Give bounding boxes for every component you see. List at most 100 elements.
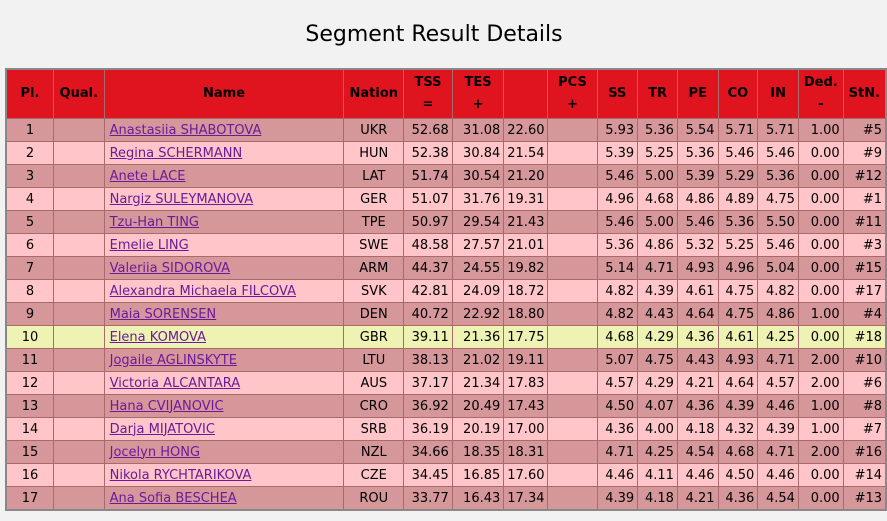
cell: 4 [5, 187, 54, 211]
skater-link[interactable]: Alexandra Michaela FILCOVA [109, 283, 296, 299]
name-cell: Valeriia SIDOROVA [103, 256, 345, 280]
skater-link[interactable]: Jogaile AGLINSKYTE [109, 352, 237, 368]
cell: 31.76 [451, 187, 505, 211]
skater-link[interactable]: Nikola RYCHTARIKOVA [109, 467, 252, 483]
cell: 5.54 [676, 118, 719, 142]
skater-link[interactable]: Jocelyn HONG [109, 444, 201, 460]
cell: #9 [842, 141, 887, 165]
spacer-cell [547, 371, 598, 395]
cell: 15 [5, 440, 54, 464]
cell: 5.46 [757, 233, 799, 257]
column-label: Qual. [59, 86, 99, 101]
cell: 5.36 [717, 210, 759, 234]
cell: 4.36 [717, 486, 759, 511]
cell: 4.75 [637, 348, 678, 372]
cell: 33.77 [403, 486, 453, 511]
cell: 30.84 [451, 141, 505, 165]
skater-link[interactable]: Maia SORENSEN [109, 306, 217, 322]
column-header: IN [757, 68, 799, 119]
cell: 5.36 [676, 141, 719, 165]
cell: 1.00 [797, 417, 844, 441]
cell: 4.96 [596, 187, 639, 211]
cell: 34.45 [403, 463, 453, 487]
cell: 2.00 [797, 440, 844, 464]
cell: 4.61 [717, 325, 759, 349]
qual-cell [52, 302, 105, 326]
skater-link[interactable]: Ana Sofia BESCHEA [109, 490, 237, 506]
cell: 17.34 [503, 486, 549, 511]
result-row: 14 Darja MIJATOVIC SRB 36.19 20.19 17.00 4.36 4… [5, 417, 887, 441]
skater-link[interactable]: Victoria ALCANTARA [109, 375, 241, 391]
name-cell: Regina SCHERMANN [103, 141, 345, 165]
cell: 4.71 [637, 256, 678, 280]
cell: 4.54 [757, 486, 799, 511]
column-label: TES [464, 75, 492, 90]
cell: 0.00 [797, 141, 844, 165]
cell: 4.39 [596, 486, 639, 511]
cell: 18.80 [503, 302, 549, 326]
skater-link[interactable]: Darja MIJATOVIC [109, 421, 215, 437]
result-row: 6 Emelie LING SWE 48.58 27.57 21.01 5.36 4.86 5.… [5, 233, 887, 257]
cell: #1 [842, 187, 887, 211]
cell: 1 [5, 118, 54, 142]
cell: 4.18 [676, 417, 719, 441]
cell: 5.14 [596, 256, 639, 280]
cell: 4.93 [717, 348, 759, 372]
cell: 16 [5, 463, 54, 487]
cell: 17 [5, 486, 54, 511]
cell: 4.46 [596, 463, 639, 487]
skater-link[interactable]: Emelie LING [109, 237, 189, 253]
spacer-cell [547, 302, 598, 326]
cell: 4.68 [637, 187, 678, 211]
cell: 17.43 [503, 394, 549, 418]
cell: 5.93 [596, 118, 639, 142]
cell: 14 [5, 417, 54, 441]
skater-link[interactable]: Valeriia SIDOROVA [109, 260, 231, 276]
cell: 4.39 [637, 279, 678, 303]
skater-link[interactable]: Elena KOMOVA [109, 329, 206, 345]
name-cell: Nargiz SULEYMANOVA [103, 187, 345, 211]
cell: 21.01 [503, 233, 549, 257]
cell: 5.46 [676, 210, 719, 234]
spacer-cell [547, 394, 598, 418]
cell: 4.43 [637, 302, 678, 326]
cell: 5.00 [637, 210, 678, 234]
skater-link[interactable]: Regina SCHERMANN [109, 145, 243, 161]
cell: 4.50 [596, 394, 639, 418]
cell: 24.55 [451, 256, 505, 280]
cell: #11 [842, 210, 887, 234]
skater-link[interactable]: Anastasiia SHABOTOVA [109, 122, 262, 138]
cell: 4.71 [596, 440, 639, 464]
column-sign: + [472, 97, 484, 112]
cell: 4.46 [757, 463, 799, 487]
qual-cell [52, 463, 105, 487]
cell: 5.36 [637, 118, 678, 142]
cell: NZL [343, 440, 405, 464]
cell: 0.00 [797, 187, 844, 211]
cell: #5 [842, 118, 887, 142]
cell: 4.68 [596, 325, 639, 349]
cell: 4.82 [757, 279, 799, 303]
cell: 21.20 [503, 164, 549, 188]
cell: DEN [343, 302, 405, 326]
name-cell: Tzu-Han TING [103, 210, 345, 234]
spacer-cell [547, 141, 598, 165]
cell: #17 [842, 279, 887, 303]
skater-link[interactable]: Anete LACE [109, 168, 186, 184]
name-cell: Elena KOMOVA [103, 325, 345, 349]
skater-link[interactable]: Tzu-Han TING [109, 214, 199, 230]
cell: 24.09 [451, 279, 505, 303]
cell: 36.92 [403, 394, 453, 418]
column-label: PCS [558, 75, 587, 90]
cell: 5.29 [717, 164, 759, 188]
cell: 19.82 [503, 256, 549, 280]
cell: 4.39 [757, 417, 799, 441]
cell: 2 [5, 141, 54, 165]
cell: 5.39 [596, 141, 639, 165]
cell: 5.36 [757, 164, 799, 188]
cell: ROU [343, 486, 405, 511]
cell: 12 [5, 371, 54, 395]
cell: #16 [842, 440, 887, 464]
skater-link[interactable]: Nargiz SULEYMANOVA [109, 191, 254, 207]
skater-link[interactable]: Hana CVIJANOVIC [109, 398, 224, 414]
